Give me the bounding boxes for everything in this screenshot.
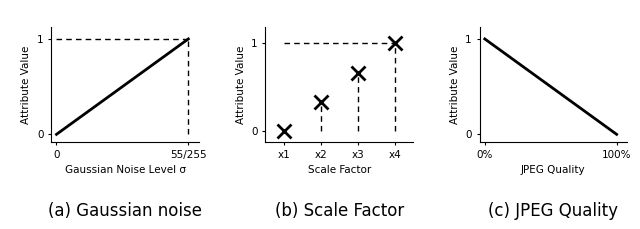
- Y-axis label: Attribute Value: Attribute Value: [236, 46, 246, 124]
- Y-axis label: Attribute Value: Attribute Value: [450, 46, 460, 124]
- X-axis label: Scale Factor: Scale Factor: [308, 165, 371, 175]
- X-axis label: JPEG Quality: JPEG Quality: [521, 165, 586, 175]
- Text: (a) Gaussian noise: (a) Gaussian noise: [48, 202, 202, 220]
- X-axis label: Gaussian Noise Level σ: Gaussian Noise Level σ: [65, 165, 186, 175]
- Text: (b) Scale Factor: (b) Scale Factor: [275, 202, 404, 220]
- Y-axis label: Attribute Value: Attribute Value: [21, 46, 31, 124]
- Text: (c) JPEG Quality: (c) JPEG Quality: [488, 202, 618, 220]
